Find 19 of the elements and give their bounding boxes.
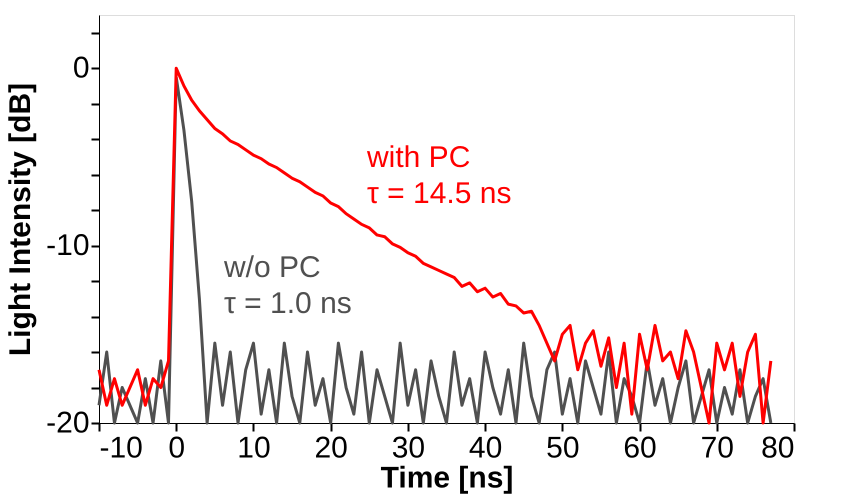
- x-tick-label: 50: [546, 432, 580, 464]
- x-tick-label: 80: [761, 432, 794, 464]
- x-tick-label: 0: [168, 432, 186, 464]
- y-axis-title: Light Intensity [dB]: [4, 82, 38, 356]
- x-tick-label: 40: [468, 432, 502, 464]
- x-tick-label: 60: [623, 432, 657, 464]
- y-tick-label: -20: [46, 406, 90, 440]
- x-tick-label: 20: [314, 432, 348, 464]
- x-tick-label: 70: [700, 432, 734, 464]
- series-label: with PC: [366, 141, 470, 174]
- annotation: τ = 1.0 ns: [224, 287, 352, 320]
- y-tick-label: 0: [72, 52, 90, 85]
- x-axis-title: Time [ns]: [380, 462, 514, 494]
- x-tick-label: 10: [237, 432, 271, 464]
- x-tick-label: -10: [100, 432, 143, 464]
- x-tick-label: 30: [392, 432, 426, 464]
- annotation: τ = 14.5 ns: [367, 177, 512, 210]
- series-label: w/o PC: [223, 251, 321, 284]
- y-tick-label: -10: [46, 229, 90, 262]
